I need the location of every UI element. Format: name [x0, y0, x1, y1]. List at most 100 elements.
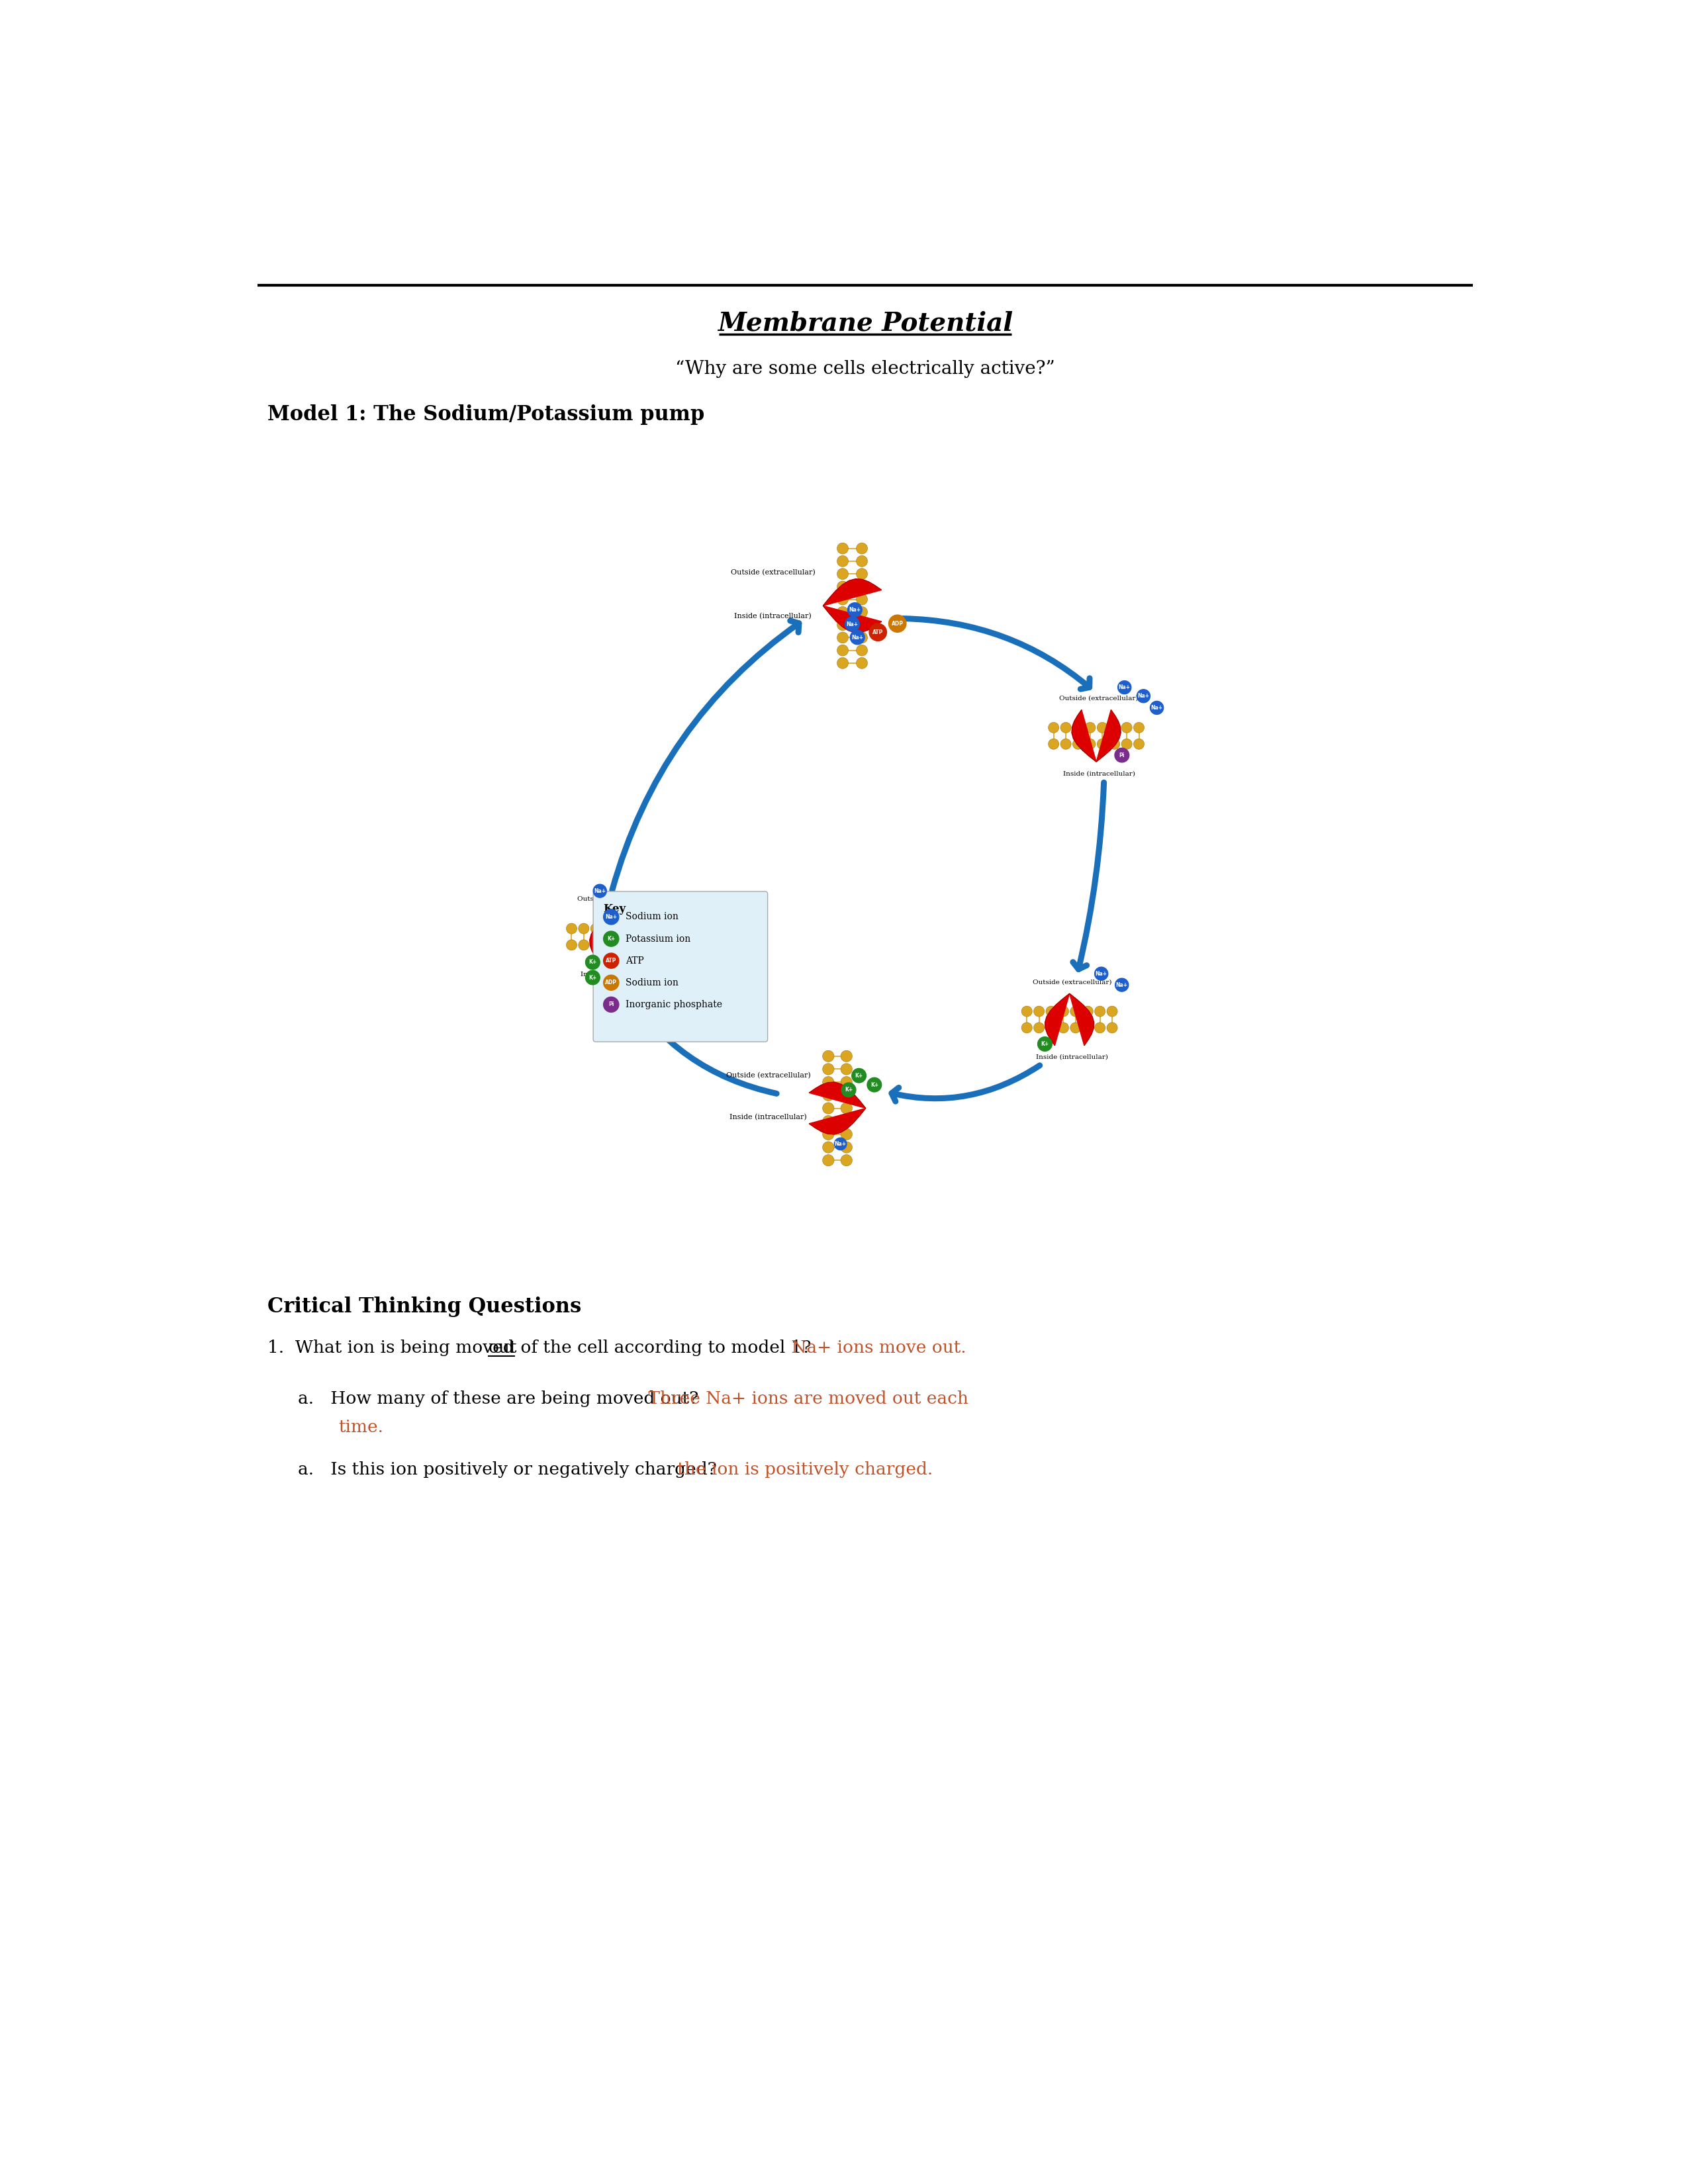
Text: K+: K+ — [871, 1081, 878, 1088]
Circle shape — [1109, 723, 1119, 734]
Circle shape — [1058, 1022, 1069, 1033]
Circle shape — [856, 620, 868, 631]
Circle shape — [841, 1142, 852, 1153]
Circle shape — [837, 631, 849, 644]
Polygon shape — [589, 911, 614, 963]
Text: Na+: Na+ — [1151, 705, 1163, 710]
FancyBboxPatch shape — [592, 891, 768, 1042]
Circle shape — [1072, 723, 1084, 734]
Circle shape — [837, 581, 849, 592]
Circle shape — [603, 939, 613, 950]
Circle shape — [603, 924, 613, 935]
Text: Inside (intracellular): Inside (intracellular) — [734, 612, 812, 620]
Polygon shape — [1070, 994, 1094, 1046]
Circle shape — [586, 954, 599, 970]
Circle shape — [1085, 738, 1096, 749]
Circle shape — [1109, 738, 1119, 749]
Text: ATP: ATP — [626, 957, 643, 965]
Circle shape — [579, 939, 589, 950]
Circle shape — [856, 631, 868, 644]
Circle shape — [841, 1116, 852, 1127]
Circle shape — [640, 924, 650, 935]
FancyArrowPatch shape — [891, 1066, 1040, 1101]
Text: Inside (intracellular): Inside (intracellular) — [1063, 771, 1134, 778]
Text: Outside (extracellular): Outside (extracellular) — [726, 1072, 810, 1079]
Circle shape — [1121, 723, 1133, 734]
Text: Sodium ion: Sodium ion — [626, 978, 679, 987]
Text: 1.  What ion is being moved: 1. What ion is being moved — [267, 1339, 520, 1356]
Text: ATP: ATP — [873, 629, 883, 636]
Polygon shape — [824, 579, 881, 605]
Circle shape — [1033, 1022, 1045, 1033]
Text: Inside (intracellular): Inside (intracellular) — [581, 972, 653, 978]
Polygon shape — [809, 1081, 866, 1107]
Circle shape — [822, 1051, 834, 1061]
Circle shape — [856, 555, 868, 568]
Circle shape — [856, 607, 868, 618]
Text: Sodium ion: Sodium ion — [626, 913, 679, 922]
Circle shape — [1048, 738, 1058, 749]
Text: K+: K+ — [608, 937, 614, 941]
Text: Na+ ions move out.: Na+ ions move out. — [785, 1339, 966, 1356]
Circle shape — [856, 594, 868, 605]
Text: K+: K+ — [854, 1072, 863, 1079]
Text: Na+: Na+ — [1116, 983, 1128, 987]
Circle shape — [1038, 1037, 1052, 1051]
Circle shape — [604, 930, 619, 946]
Text: Outside (extracellular): Outside (extracellular) — [1060, 695, 1138, 701]
Circle shape — [1082, 1022, 1094, 1033]
Circle shape — [1107, 1022, 1117, 1033]
Circle shape — [604, 952, 619, 968]
Circle shape — [1082, 1007, 1094, 1018]
Circle shape — [604, 909, 619, 924]
Circle shape — [565, 939, 577, 950]
Circle shape — [1058, 1007, 1069, 1018]
Circle shape — [837, 594, 849, 605]
Circle shape — [837, 607, 849, 618]
Circle shape — [652, 939, 662, 950]
Text: Potassium ion: Potassium ion — [626, 935, 690, 943]
Polygon shape — [614, 911, 638, 963]
Text: out: out — [488, 1339, 517, 1356]
Text: Key: Key — [604, 904, 626, 915]
Text: ADP: ADP — [606, 981, 618, 985]
Text: K+: K+ — [589, 974, 596, 981]
FancyArrowPatch shape — [1074, 782, 1104, 970]
Circle shape — [1021, 1022, 1031, 1033]
Circle shape — [847, 603, 863, 616]
Circle shape — [841, 1064, 852, 1075]
Circle shape — [868, 1077, 881, 1092]
Circle shape — [837, 620, 849, 631]
Circle shape — [834, 1138, 847, 1151]
Circle shape — [837, 657, 849, 668]
Circle shape — [591, 939, 601, 950]
Text: Inside (intracellular): Inside (intracellular) — [1036, 1055, 1107, 1059]
Circle shape — [837, 555, 849, 568]
Circle shape — [1047, 1007, 1057, 1018]
Circle shape — [591, 924, 601, 935]
Circle shape — [1021, 1007, 1031, 1018]
Text: ATP: ATP — [606, 959, 616, 963]
Text: the ion is positively charged.: the ion is positively charged. — [672, 1461, 933, 1479]
Circle shape — [1134, 738, 1144, 749]
Text: Na+: Na+ — [849, 607, 861, 614]
Text: K+: K+ — [844, 1088, 852, 1092]
Circle shape — [1116, 978, 1129, 992]
Circle shape — [837, 568, 849, 579]
Polygon shape — [809, 1107, 866, 1133]
Text: Inside (intracellular): Inside (intracellular) — [729, 1114, 807, 1120]
Circle shape — [822, 1129, 834, 1140]
FancyArrowPatch shape — [903, 618, 1089, 690]
Circle shape — [856, 644, 868, 655]
Circle shape — [822, 1077, 834, 1088]
Text: a.   Is this ion positively or negatively charged?: a. Is this ion positively or negatively … — [299, 1461, 717, 1479]
Circle shape — [842, 1083, 856, 1096]
Text: Na+: Na+ — [1138, 692, 1150, 699]
Circle shape — [841, 1155, 852, 1166]
Text: Pi: Pi — [608, 1002, 614, 1007]
Circle shape — [1117, 681, 1131, 695]
Circle shape — [1094, 1022, 1106, 1033]
Circle shape — [1094, 968, 1107, 981]
Circle shape — [628, 924, 638, 935]
Circle shape — [1097, 738, 1107, 749]
